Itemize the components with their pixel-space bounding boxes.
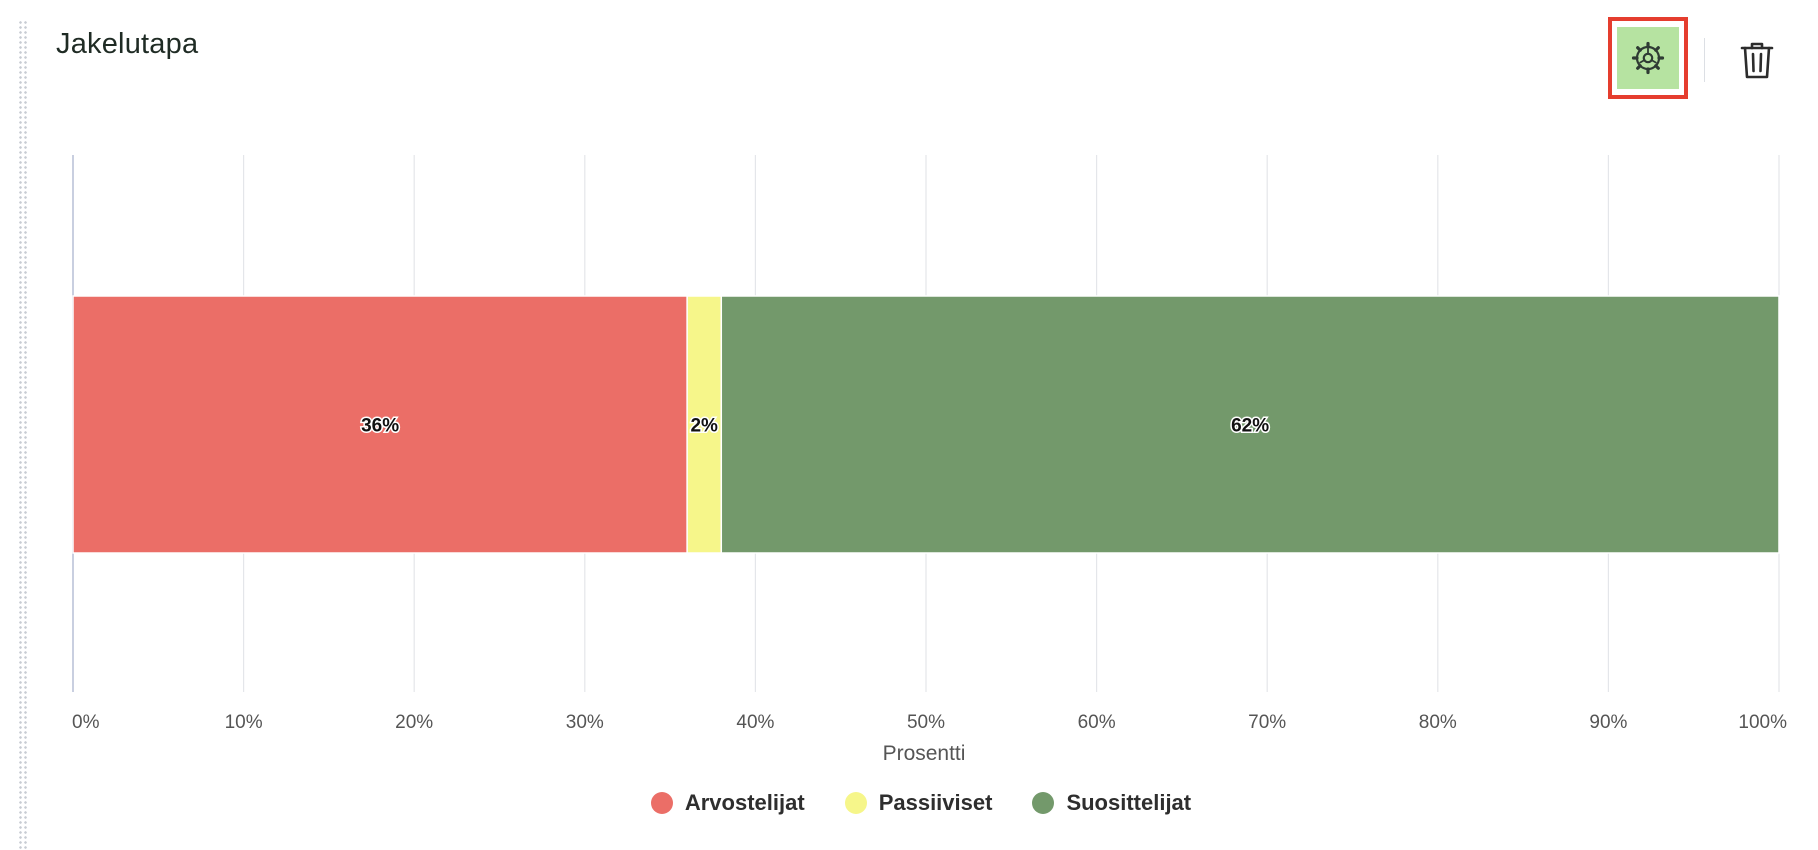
x-tick-label: 100%: [1738, 712, 1787, 733]
x-tick-label: 20%: [395, 712, 433, 733]
x-tick-label: 90%: [1589, 712, 1627, 733]
data-label: 36%: [361, 416, 399, 437]
legend-item[interactable]: Passiiviset: [844, 790, 993, 816]
x-tick-label: 60%: [1078, 712, 1116, 733]
legend-item[interactable]: Suosittelijat: [1032, 790, 1191, 816]
bar-segment[interactable]: [686, 295, 723, 554]
legend-label: Passiiviset: [878, 790, 993, 815]
x-axis-label: Prosentti: [883, 742, 966, 765]
legend-item[interactable]: Arvostelijat: [650, 790, 805, 816]
legend-label: Suosittelijat: [1066, 790, 1192, 815]
bar-segment[interactable]: [720, 295, 1780, 554]
delete-button[interactable]: [1735, 36, 1779, 84]
trash-icon: [1740, 42, 1774, 79]
chart-bars: 36% 2% 62%: [72, 295, 1780, 554]
x-tick-label: 40%: [736, 712, 774, 733]
legend-marker: [844, 792, 867, 814]
data-label: 2%: [690, 416, 718, 437]
x-tick-label: 30%: [566, 712, 604, 733]
settings-button-bg: [1617, 27, 1679, 89]
toolbar-divider: [1704, 38, 1705, 82]
x-tick-label: 10%: [225, 712, 263, 733]
data-label: 62%: [1231, 416, 1269, 437]
legend-marker: [650, 792, 673, 814]
settings-button[interactable]: [1608, 17, 1688, 99]
x-tick-label: 50%: [907, 712, 945, 733]
legend-marker: [1032, 792, 1055, 814]
x-tick-label: 70%: [1248, 712, 1286, 733]
x-tick-label: 0%: [72, 712, 100, 733]
legend-label: Arvostelijat: [684, 790, 805, 815]
chart-legend: Arvostelijat Passiiviset Suosittelijat: [0, 790, 1818, 816]
widget-title: Jakelutapa: [56, 28, 199, 60]
bar-segment[interactable]: [72, 295, 688, 554]
x-tick-label: 80%: [1419, 712, 1457, 733]
drag-handle[interactable]: [18, 20, 28, 850]
gear-icon: [1631, 41, 1665, 75]
x-axis-ticks: 0% 10% 20% 30% 40% 50% 60% 70% 80% 90% 100%: [72, 712, 1787, 733]
